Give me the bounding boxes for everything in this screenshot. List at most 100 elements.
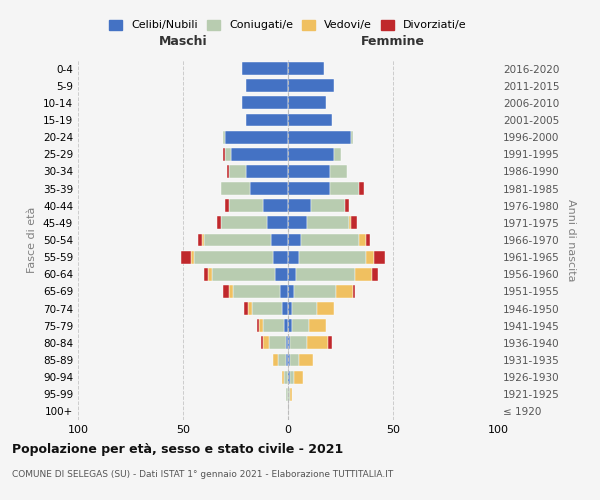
Bar [233, 285, 280, 298]
Bar [330, 165, 347, 178]
Bar [284, 320, 288, 332]
Bar [232, 148, 288, 160]
Bar [301, 234, 359, 246]
Text: Femmine: Femmine [361, 35, 425, 48]
Bar [204, 234, 271, 246]
Bar [191, 250, 193, 264]
Bar [372, 268, 379, 280]
Bar [181, 250, 191, 264]
Bar [246, 165, 288, 178]
Bar [221, 216, 267, 230]
Bar [274, 250, 288, 264]
Bar [225, 148, 232, 160]
Bar [286, 354, 288, 366]
Bar [225, 130, 288, 143]
Bar [288, 268, 296, 280]
Bar [355, 268, 372, 280]
Bar [349, 216, 351, 230]
Bar [267, 216, 288, 230]
Y-axis label: Anni di nascita: Anni di nascita [566, 198, 576, 281]
Bar [292, 320, 309, 332]
Bar [374, 250, 385, 264]
Legend: Celibi/Nubili, Coniugati/e, Vedovi/e, Divorziati/e: Celibi/Nubili, Coniugati/e, Vedovi/e, Di… [105, 15, 471, 35]
Text: Maschi: Maschi [158, 35, 208, 48]
Bar [223, 285, 229, 298]
Bar [284, 370, 288, 384]
Bar [223, 130, 225, 143]
Bar [328, 336, 332, 349]
Bar [366, 234, 370, 246]
Bar [212, 268, 275, 280]
Bar [229, 165, 246, 178]
Bar [277, 354, 286, 366]
Bar [334, 148, 341, 160]
Bar [242, 96, 288, 110]
Bar [223, 148, 225, 160]
Bar [288, 302, 292, 315]
Bar [260, 336, 263, 349]
Bar [286, 388, 288, 400]
Bar [288, 336, 290, 349]
Bar [307, 216, 349, 230]
Bar [288, 62, 324, 75]
Bar [193, 250, 274, 264]
Y-axis label: Fasce di età: Fasce di età [28, 207, 37, 273]
Bar [217, 216, 221, 230]
Bar [288, 234, 301, 246]
Bar [353, 285, 355, 298]
Bar [288, 114, 332, 126]
Bar [288, 388, 290, 400]
Bar [198, 234, 202, 246]
Bar [359, 182, 364, 195]
Bar [288, 250, 299, 264]
Bar [282, 302, 288, 315]
Bar [351, 216, 358, 230]
Bar [259, 320, 263, 332]
Bar [288, 200, 311, 212]
Bar [274, 354, 277, 366]
Bar [288, 80, 334, 92]
Bar [269, 336, 286, 349]
Bar [263, 200, 288, 212]
Text: COMUNE DI SELEGAS (SU) - Dati ISTAT 1° gennaio 2021 - Elaborazione TUTTITALIA.IT: COMUNE DI SELEGAS (SU) - Dati ISTAT 1° g… [12, 470, 393, 479]
Bar [202, 234, 204, 246]
Bar [295, 285, 337, 298]
Bar [288, 96, 326, 110]
Bar [330, 182, 359, 195]
Bar [246, 114, 288, 126]
Bar [275, 268, 288, 280]
Bar [288, 285, 295, 298]
Bar [288, 182, 330, 195]
Bar [282, 370, 284, 384]
Bar [229, 200, 263, 212]
Bar [288, 148, 334, 160]
Bar [288, 354, 290, 366]
Bar [221, 182, 250, 195]
Bar [296, 268, 355, 280]
Bar [263, 320, 284, 332]
Bar [242, 62, 288, 75]
Bar [288, 216, 307, 230]
Bar [280, 285, 288, 298]
Bar [299, 354, 313, 366]
Bar [257, 320, 259, 332]
Bar [290, 370, 295, 384]
Bar [299, 250, 366, 264]
Bar [366, 250, 374, 264]
Bar [288, 130, 351, 143]
Bar [208, 268, 212, 280]
Bar [246, 80, 288, 92]
Bar [351, 130, 353, 143]
Bar [288, 320, 292, 332]
Bar [263, 336, 269, 349]
Bar [227, 165, 229, 178]
Bar [311, 200, 345, 212]
Bar [290, 354, 299, 366]
Bar [337, 285, 353, 298]
Bar [288, 165, 330, 178]
Bar [292, 302, 317, 315]
Bar [359, 234, 366, 246]
Bar [290, 336, 307, 349]
Bar [250, 182, 288, 195]
Bar [309, 320, 326, 332]
